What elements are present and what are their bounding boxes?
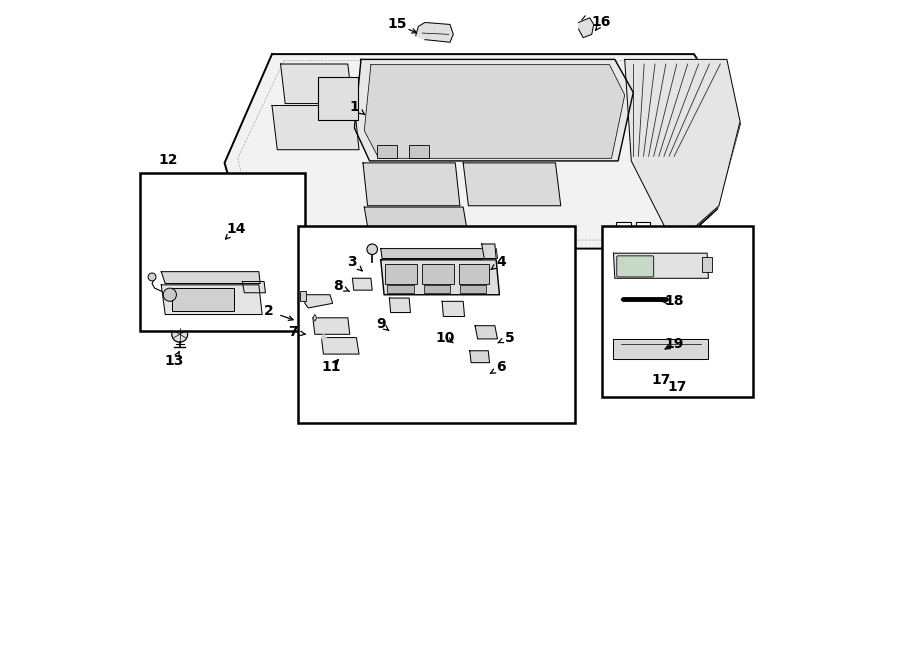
Polygon shape [363,163,460,206]
Bar [299,226,575,423]
Text: 13: 13 [165,354,184,367]
FancyBboxPatch shape [410,145,429,158]
Bar [140,173,305,331]
Text: 9: 9 [376,317,385,332]
FancyBboxPatch shape [422,263,454,283]
Text: 6: 6 [497,360,506,374]
Text: 15: 15 [388,17,407,32]
Text: 19: 19 [664,337,684,351]
FancyBboxPatch shape [172,288,234,311]
Polygon shape [381,260,500,295]
Polygon shape [625,60,740,246]
Text: 1: 1 [349,100,359,114]
Circle shape [148,273,156,281]
Polygon shape [442,301,464,316]
FancyBboxPatch shape [459,263,489,283]
Bar [601,226,753,397]
Polygon shape [364,65,625,158]
FancyBboxPatch shape [424,285,450,293]
FancyBboxPatch shape [616,222,631,234]
FancyBboxPatch shape [460,285,486,293]
FancyBboxPatch shape [377,145,397,158]
Polygon shape [353,278,373,290]
Text: 5: 5 [505,330,514,345]
Polygon shape [272,105,359,150]
Polygon shape [579,18,594,38]
Polygon shape [161,285,262,314]
Polygon shape [416,23,454,42]
Polygon shape [355,60,634,161]
Circle shape [172,326,187,342]
Text: 10: 10 [435,330,454,345]
Text: 16: 16 [592,15,611,30]
Text: 4: 4 [497,255,507,269]
Text: 8: 8 [333,279,343,293]
Text: 3: 3 [347,255,357,269]
FancyBboxPatch shape [702,257,712,271]
Circle shape [367,244,377,254]
Polygon shape [381,249,498,258]
Text: 17: 17 [668,380,687,394]
Polygon shape [313,318,350,334]
Polygon shape [364,207,469,239]
Polygon shape [161,271,260,283]
Polygon shape [321,334,326,341]
FancyBboxPatch shape [385,263,417,283]
Polygon shape [281,64,353,103]
Polygon shape [371,240,473,247]
Text: 12: 12 [158,153,177,167]
Text: 14: 14 [226,222,246,236]
Text: 18: 18 [664,295,684,308]
FancyBboxPatch shape [387,285,414,293]
Polygon shape [321,338,359,354]
Polygon shape [390,298,410,312]
Polygon shape [614,253,708,278]
Polygon shape [475,326,498,339]
Text: 7: 7 [288,325,298,340]
Polygon shape [464,163,561,206]
FancyBboxPatch shape [616,256,653,277]
Text: 17: 17 [652,373,670,387]
Polygon shape [482,244,496,258]
FancyBboxPatch shape [300,291,306,301]
Polygon shape [313,314,317,321]
Polygon shape [242,281,266,293]
Polygon shape [614,339,708,359]
Polygon shape [470,351,490,363]
Circle shape [163,288,176,301]
Polygon shape [303,295,333,308]
Polygon shape [224,54,740,249]
Text: 11: 11 [321,360,341,374]
FancyBboxPatch shape [319,77,357,120]
FancyBboxPatch shape [636,222,651,234]
Text: 2: 2 [264,305,274,318]
